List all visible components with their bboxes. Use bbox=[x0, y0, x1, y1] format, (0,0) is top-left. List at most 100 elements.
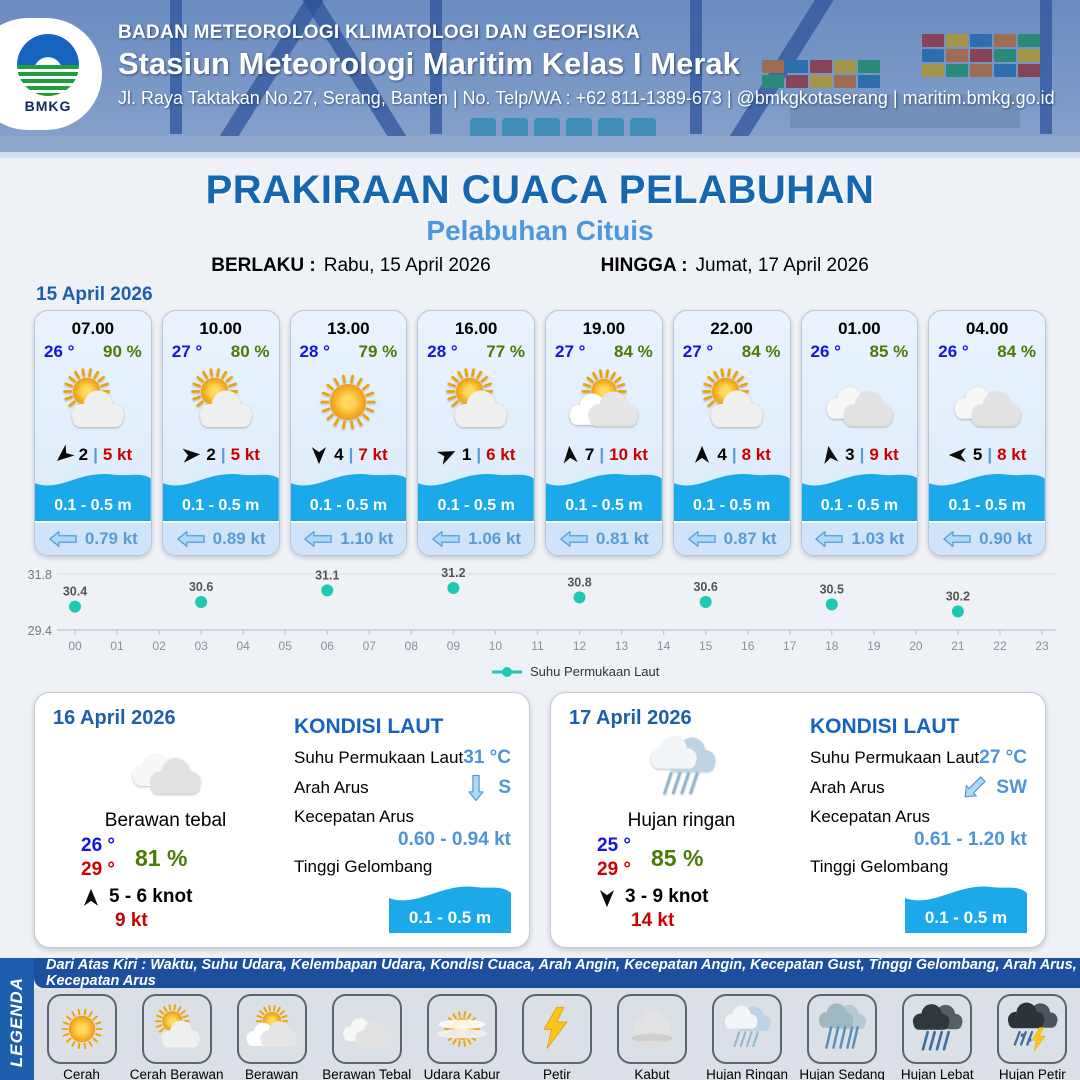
svg-text:Suhu Permukaan Laut: Suhu Permukaan Laut bbox=[530, 664, 660, 679]
current-speed: 0.89 kt bbox=[212, 528, 266, 548]
wind-speed: 10 kt bbox=[609, 444, 648, 464]
svg-text:06: 06 bbox=[321, 639, 335, 653]
legend-item-label: Hujan Ringan bbox=[706, 1067, 788, 1080]
forecast-time: 19.00 bbox=[582, 319, 626, 338]
wave-height: 0.1 - 0.5 m bbox=[437, 496, 515, 514]
wind-direction-icon bbox=[948, 445, 968, 465]
wind-row: 4 | 7 kt bbox=[291, 441, 407, 467]
wind-direction-icon bbox=[597, 887, 617, 908]
container-stack bbox=[922, 34, 1040, 77]
current-direction-icon bbox=[462, 774, 490, 802]
weather-icon bbox=[902, 994, 973, 1064]
agency-name: BADAN METEOROLOGI KLIMATOLOGI DAN GEOFIS… bbox=[118, 22, 641, 43]
legend-item: Cerah Berawan bbox=[130, 994, 224, 1080]
svg-text:30.6: 30.6 bbox=[693, 580, 717, 594]
wave-shape-icon bbox=[801, 473, 918, 521]
current-speed: 0.90 kt bbox=[979, 528, 1033, 548]
wave-shape-icon bbox=[905, 886, 1027, 933]
bmkg-logo-text: BMKG bbox=[24, 98, 72, 114]
wind-separator: | bbox=[476, 444, 482, 464]
svg-text:09: 09 bbox=[447, 639, 461, 653]
wave-shape-icon bbox=[162, 473, 279, 521]
humidity-value: 84 % bbox=[997, 342, 1036, 361]
air-temperature: 26 ° bbox=[810, 342, 841, 361]
forecast-card: 07.00 26 ° 90 % 2 | 5 kt 0.1 - 0.5 m 0.7… bbox=[34, 310, 152, 556]
wind-direction-icon bbox=[820, 445, 840, 465]
humidity-value: 84 % bbox=[614, 342, 653, 361]
forecast-time: 01.00 bbox=[838, 319, 881, 338]
summary-date: 16 April 2026 bbox=[53, 707, 176, 729]
wave-band: 0.1 - 0.5 m bbox=[290, 468, 407, 521]
legend-item-label: Hujan Petir bbox=[998, 1067, 1066, 1080]
svg-text:31.2: 31.2 bbox=[441, 566, 465, 580]
humidity-value: 80 % bbox=[230, 342, 270, 361]
humidity-value: 84 % bbox=[741, 342, 781, 361]
wave-band: 0.1 - 0.5 m bbox=[418, 468, 534, 521]
legend-item-label: Berawan bbox=[245, 1067, 299, 1080]
svg-text:30.4: 30.4 bbox=[63, 585, 87, 599]
current-direction-value: S bbox=[498, 777, 511, 798]
wave-height: 0.1 - 0.5 m bbox=[54, 496, 132, 514]
wave-band: 0.1 - 0.5 m bbox=[801, 468, 918, 521]
wind-speed: 9 kt bbox=[869, 444, 899, 464]
wave-band: 0.1 - 0.5 m bbox=[546, 468, 662, 521]
weather-icon bbox=[569, 730, 794, 808]
wind-separator: | bbox=[220, 444, 226, 464]
wind-separator: | bbox=[859, 444, 865, 464]
legend-item: Hujan Sedang bbox=[797, 994, 887, 1080]
svg-text:02: 02 bbox=[152, 639, 166, 653]
wind-direction-value: 2 bbox=[206, 444, 216, 464]
weather-icon bbox=[46, 994, 117, 1064]
forecast-time: 22.00 bbox=[710, 319, 753, 338]
blue-overlay bbox=[0, 0, 1080, 152]
air-temperature: 27 ° bbox=[171, 342, 203, 361]
current-speed: 1.03 kt bbox=[851, 528, 905, 548]
wave-height: 0.1 - 0.5 m bbox=[948, 496, 1026, 514]
svg-text:08: 08 bbox=[405, 639, 419, 653]
current-speed: 0.87 kt bbox=[723, 528, 777, 548]
legend-item: Hujan Lebat bbox=[892, 994, 982, 1080]
forecast-time: 07.00 bbox=[71, 319, 115, 338]
header-banner: BMKG BADAN METEOROLOGI KLIMATOLOGI DAN G… bbox=[0, 0, 1080, 152]
air-temperature: 27 ° bbox=[682, 342, 714, 361]
wind-speed: 8 kt bbox=[997, 444, 1027, 464]
wave-shape-icon bbox=[290, 473, 407, 521]
current-direction-icon bbox=[303, 530, 333, 548]
forecast-time: 16.00 bbox=[454, 319, 498, 338]
wave-band: 0.1 - 0.5 m bbox=[673, 468, 790, 521]
legend-item: Petir bbox=[512, 994, 602, 1080]
legend-icon-row: Cerah Cerah Berawan Berawan Berawan Teba… bbox=[34, 988, 1080, 1080]
svg-text:01: 01 bbox=[110, 639, 124, 653]
humidity-value: 77 % bbox=[486, 342, 525, 361]
svg-text:31.8: 31.8 bbox=[28, 568, 52, 582]
legend-item: Kabut bbox=[607, 994, 697, 1080]
air-temperature: 27 ° bbox=[555, 342, 586, 361]
svg-text:20: 20 bbox=[909, 639, 923, 653]
legend-item-label: Petir bbox=[543, 1067, 571, 1080]
wave-height: 0.1 - 0.5 m bbox=[692, 496, 771, 514]
wind-row: 3 | 9 kt bbox=[802, 441, 918, 467]
humidity-value: 85 % bbox=[869, 342, 909, 361]
svg-text:03: 03 bbox=[194, 639, 208, 653]
svg-text:30.2: 30.2 bbox=[946, 589, 970, 603]
weather-condition: Berawan tebal bbox=[104, 810, 227, 831]
humidity-value: 81 % bbox=[135, 844, 188, 871]
weather-icon bbox=[546, 362, 662, 441]
wind-direction-icon bbox=[81, 887, 101, 907]
legend-item-label: Udara Kabur bbox=[423, 1067, 501, 1080]
wind-direction-value: 7 bbox=[584, 444, 595, 464]
wave-shape-icon bbox=[673, 473, 790, 521]
weather-icon bbox=[141, 994, 212, 1064]
wind-speed: 6 kt bbox=[486, 444, 516, 464]
svg-text:21: 21 bbox=[951, 639, 965, 653]
current-speed-value: 0.60 - 0.94 kt bbox=[397, 829, 511, 850]
page-title: PRAKIRAAN CUACA PELABUHAN bbox=[205, 168, 875, 212]
sea-condition-heading: KONDISI LAUT bbox=[810, 715, 960, 738]
svg-text:14: 14 bbox=[657, 639, 671, 653]
wind-row: 1 | 6 kt bbox=[418, 441, 534, 467]
wind-separator: | bbox=[599, 444, 605, 464]
temperature-max: 29 ° bbox=[597, 859, 632, 880]
weather-condition: Hujan ringan bbox=[627, 810, 736, 831]
forecast-card-row: 07.00 26 ° 90 % 2 | 5 kt 0.1 - 0.5 m 0.7… bbox=[0, 310, 1080, 556]
wind-direction-icon bbox=[181, 445, 201, 465]
